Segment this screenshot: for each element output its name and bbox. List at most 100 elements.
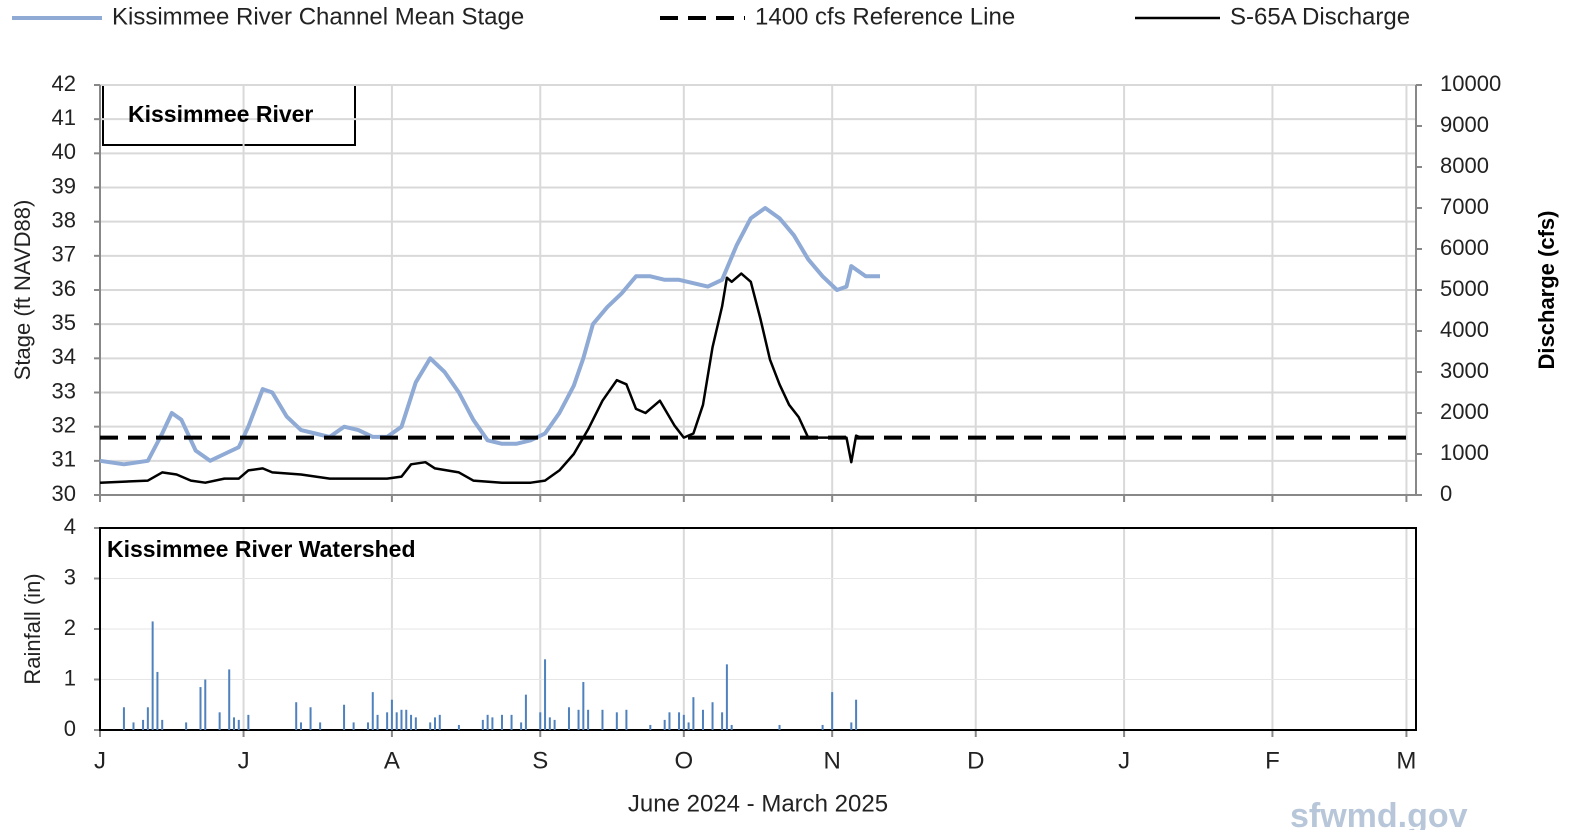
- bar: [204, 679, 207, 730]
- y2-tick-label: 8000: [1440, 153, 1489, 178]
- bar: [151, 621, 154, 730]
- y-tick-label: 42: [52, 71, 76, 96]
- y2-tick-label: 1000: [1440, 440, 1489, 465]
- panel-label: Kissimmee River Watershed: [107, 536, 416, 562]
- bar: [524, 694, 527, 730]
- bar: [778, 724, 781, 730]
- y2-tick-label: 7000: [1440, 194, 1489, 219]
- bar: [142, 719, 145, 730]
- y-axis-title: Rainfall (in): [20, 573, 45, 684]
- series-line: [99, 272, 862, 484]
- bar: [701, 709, 704, 730]
- x-tick-label: S: [532, 747, 548, 774]
- bar: [821, 724, 824, 730]
- bar: [343, 704, 346, 730]
- bar: [309, 707, 312, 730]
- bar: [366, 722, 369, 730]
- bar: [520, 722, 523, 730]
- legend-label: S-65A Discharge: [1230, 3, 1410, 30]
- bar: [161, 719, 164, 730]
- y2-tick-label: 3000: [1440, 358, 1489, 383]
- y-tick-label: 4: [64, 514, 76, 539]
- legend-label: Kissimmee River Channel Mean Stage: [112, 3, 524, 30]
- panel-label-box: [102, 84, 356, 146]
- bar: [185, 722, 188, 730]
- y-axis-title: Stage (ft NAVD88): [10, 200, 35, 381]
- x-tick-label: O: [674, 747, 693, 774]
- bar: [567, 707, 570, 730]
- bar: [725, 664, 728, 730]
- bar: [438, 714, 441, 730]
- x-tick-label: J: [1118, 747, 1130, 774]
- y-tick-label: 2: [64, 615, 76, 640]
- bar: [299, 722, 302, 730]
- x-tick-label: J: [238, 747, 250, 774]
- legend-label: 1400 cfs Reference Line: [755, 3, 1015, 30]
- bar: [544, 659, 547, 730]
- x-tick-label: F: [1265, 747, 1280, 774]
- bar: [625, 709, 628, 730]
- y-tick-label: 40: [52, 139, 76, 164]
- bar: [682, 714, 685, 730]
- bar: [429, 722, 432, 730]
- y-tick-label: 0: [64, 716, 76, 741]
- bar: [410, 714, 413, 730]
- bar: [481, 719, 484, 730]
- x-tick-label: N: [824, 747, 841, 774]
- bar: [400, 709, 403, 730]
- y2-tick-label: 6000: [1440, 235, 1489, 260]
- bar: [601, 709, 604, 730]
- bar: [199, 687, 202, 730]
- bar: [376, 714, 379, 730]
- bar: [319, 722, 322, 730]
- bar: [386, 712, 389, 730]
- y2-tick-label: 9000: [1440, 112, 1489, 137]
- bar: [510, 714, 513, 730]
- watermark: sfwmd.gov: [1290, 797, 1468, 830]
- y2-tick-label: 10000: [1440, 71, 1501, 96]
- bar: [730, 724, 733, 730]
- bar: [156, 671, 159, 730]
- plot-frame: [99, 527, 1417, 731]
- y-tick-label: 37: [52, 242, 76, 267]
- bar: [132, 722, 135, 730]
- bar: [577, 709, 580, 730]
- bar: [692, 697, 695, 730]
- y-tick-label: 33: [52, 378, 76, 403]
- x-tick-label: M: [1396, 747, 1416, 774]
- bar: [146, 707, 149, 730]
- y-tick-label: 41: [52, 105, 76, 130]
- bar: [548, 717, 551, 730]
- bar: [491, 717, 494, 730]
- bar: [831, 692, 834, 730]
- bar: [615, 712, 618, 730]
- series-line: [99, 206, 880, 467]
- bar: [582, 682, 585, 730]
- y2-tick-label: 2000: [1440, 399, 1489, 424]
- bar: [218, 712, 221, 730]
- bar: [855, 699, 858, 730]
- bar: [352, 722, 355, 730]
- bar: [237, 719, 240, 730]
- bar: [486, 714, 489, 730]
- y-tick-label: 1: [64, 665, 76, 690]
- bar: [687, 722, 690, 730]
- y-tick-label: 3: [64, 564, 76, 589]
- bar: [433, 717, 436, 730]
- bar: [232, 717, 235, 730]
- bar: [414, 717, 417, 730]
- bar: [587, 709, 590, 730]
- x-axis-title: June 2024 - March 2025: [628, 790, 888, 817]
- bar: [500, 714, 503, 730]
- bar: [711, 702, 714, 730]
- y-tick-label: 32: [52, 412, 76, 437]
- bar: [371, 692, 374, 730]
- y-tick-label: 39: [52, 173, 76, 198]
- bar: [850, 722, 853, 730]
- bar: [663, 719, 666, 730]
- x-tick-label: D: [967, 747, 984, 774]
- bar: [668, 712, 671, 730]
- x-tick-label: J: [94, 747, 106, 774]
